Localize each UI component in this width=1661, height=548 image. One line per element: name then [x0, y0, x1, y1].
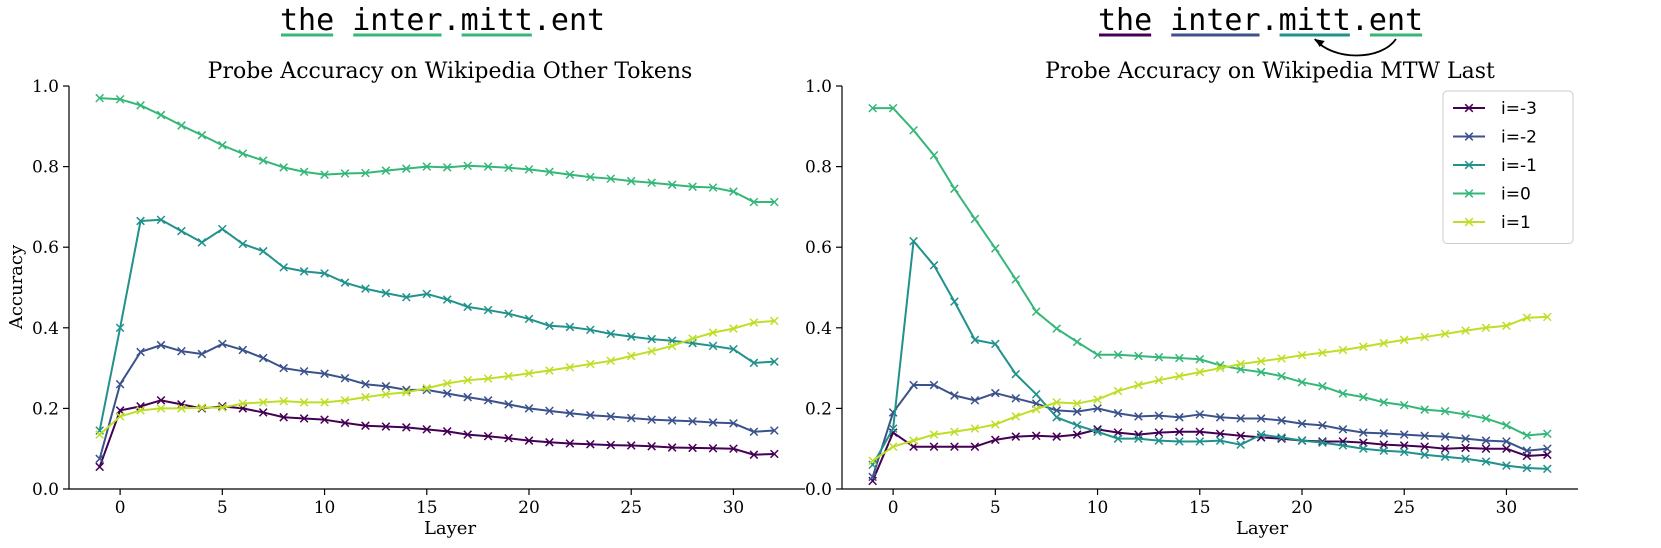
x-tick-label: 0 [888, 498, 899, 518]
left-chart-panel: the inter.mitt.ent Probe Accuracy on Wik… [6, 3, 805, 539]
right-token-header: the inter.mitt.ent [1098, 3, 1423, 56]
legend-label: i=-2 [1501, 128, 1537, 148]
y-tick-label: 0.2 [32, 399, 59, 419]
data-point-marker [96, 431, 104, 439]
x-tick-label: 5 [990, 498, 1001, 518]
x-tick-label: 20 [1291, 498, 1313, 518]
y-tick-label: 0.8 [32, 158, 59, 178]
data-point-marker [930, 152, 938, 160]
legend-label: i=-1 [1501, 156, 1537, 176]
data-point-marker [910, 127, 918, 135]
data-point-marker [1073, 338, 1081, 346]
series-line [100, 344, 775, 459]
x-tick-label: 25 [620, 498, 642, 518]
data-point-marker [1012, 276, 1020, 284]
data-point-marker [178, 227, 186, 235]
data-point-marker [178, 122, 186, 130]
data-point-marker [971, 215, 979, 223]
x-tick-label: 0 [115, 498, 126, 518]
token-text: . [1261, 3, 1279, 38]
data-point-marker [992, 245, 1000, 253]
legend-label: i=-3 [1501, 99, 1537, 119]
y-tick-label: 0.0 [805, 480, 832, 500]
y-tick-label: 0.8 [805, 158, 832, 178]
x-tick-label: 20 [518, 498, 540, 518]
y-tick-label: 1.0 [32, 77, 59, 97]
token-text: inter [352, 3, 442, 38]
x-tick-label: 10 [314, 498, 336, 518]
legend-label: i=0 [1501, 185, 1531, 205]
y-tick-label: 0.4 [32, 319, 59, 339]
series-line [100, 321, 775, 435]
y-tick-label: 0.6 [32, 238, 59, 258]
token-text: . [533, 3, 551, 38]
token-text: mitt [461, 3, 533, 38]
attention-arrow [1315, 39, 1396, 56]
data-point-marker [869, 461, 877, 469]
x-tick-label: 5 [217, 498, 228, 518]
x-tick-label: 15 [416, 498, 438, 518]
token-text: mitt [1279, 3, 1351, 38]
data-point-marker [219, 141, 227, 149]
token-text: the [1098, 3, 1152, 38]
data-point-marker [930, 262, 938, 270]
series-i=-3 [869, 426, 1551, 485]
legend-label: i=1 [1501, 213, 1531, 233]
left-token-header: the inter.mitt.ent [280, 3, 605, 38]
left-x-axis-label: Layer [424, 518, 477, 539]
data-point-marker [1053, 325, 1061, 333]
data-point-marker [869, 477, 877, 485]
x-tick-label: 25 [1393, 498, 1415, 518]
x-tick-label: 30 [723, 498, 745, 518]
left-y-axis-label: Accuracy [6, 244, 27, 330]
token-text: . [1351, 3, 1369, 38]
series-i=-2 [869, 381, 1551, 480]
data-point-marker [157, 111, 165, 119]
data-point-marker [1032, 308, 1040, 316]
right-chart-panel: the inter.mitt.ent Probe Accuracy on Wik… [805, 3, 1578, 539]
series-i=-1 [96, 216, 778, 434]
data-point-marker [1032, 390, 1040, 398]
y-tick-label: 0.4 [805, 319, 832, 339]
data-point-marker [198, 131, 206, 139]
x-tick-label: 10 [1087, 498, 1109, 518]
data-point-marker [951, 185, 959, 193]
y-tick-label: 0.0 [32, 480, 59, 500]
data-point-marker [219, 225, 227, 233]
data-point-marker [951, 298, 959, 306]
left-chart-title: Probe Accuracy on Wikipedia Other Tokens [208, 59, 693, 84]
x-tick-label: 30 [1496, 498, 1518, 518]
token-text: ent [551, 3, 605, 38]
data-point-marker [1012, 370, 1020, 378]
series-i=0 [96, 94, 778, 206]
y-tick-label: 1.0 [805, 77, 832, 97]
token-text: the [280, 3, 334, 38]
data-point-marker [198, 239, 206, 247]
left-series-group [96, 94, 778, 470]
token-text: inter [1170, 3, 1260, 38]
right-x-axis-label: Layer [1236, 518, 1289, 539]
y-tick-label: 0.2 [805, 399, 832, 419]
y-tick-label: 0.6 [805, 238, 832, 258]
series-line [100, 220, 775, 431]
legend: i=-3 i=-2 i=-1 i=0 i=1 [1443, 91, 1573, 244]
x-tick-label: 15 [1189, 498, 1211, 518]
token-text: . [443, 3, 461, 38]
token-text: ent [1369, 3, 1423, 38]
right-chart-title: Probe Accuracy on Wikipedia MTW Last [1045, 59, 1495, 84]
